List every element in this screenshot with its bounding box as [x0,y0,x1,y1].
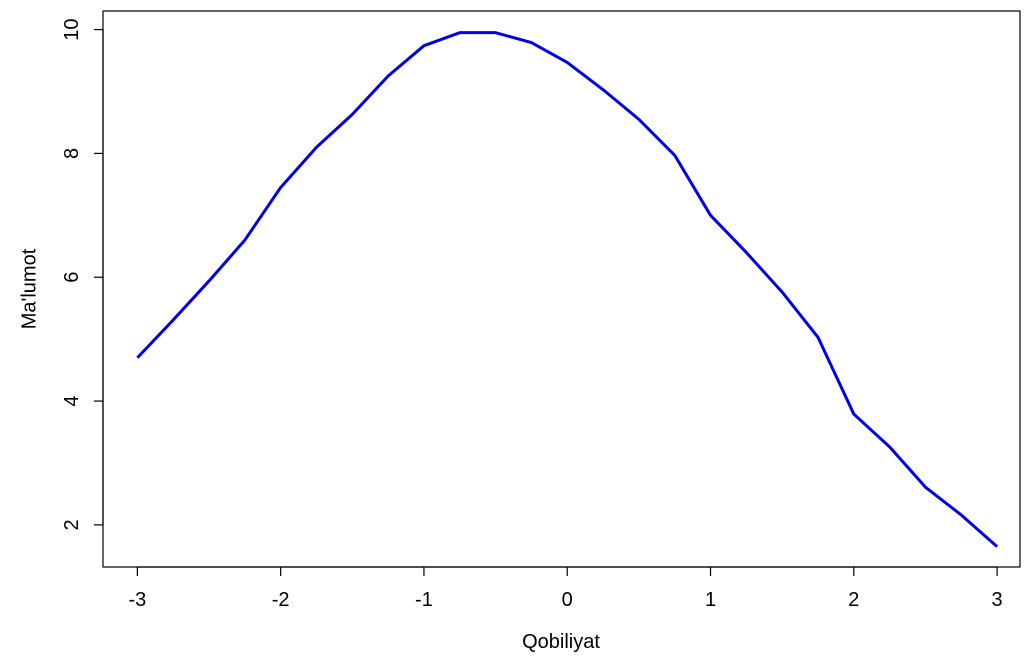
x-axis-label: Qobiliyat [522,631,600,653]
y-tick-label: 4 [61,396,83,407]
line [136,31,999,548]
x-tick-label: 0 [562,589,573,611]
x-tick-label: -1 [415,589,433,611]
x-tick-label: 1 [705,589,716,611]
y-tick-label: 10 [61,18,83,40]
y-axis-label: Ma'lumot [18,248,40,329]
x-tick-label: 3 [992,589,1003,611]
x-tick-label: 2 [848,589,859,611]
y-tick-label: 2 [61,519,83,530]
y-tick-label: 6 [61,272,83,283]
x-tick-label: -3 [128,589,146,611]
plot-box [102,10,1021,568]
y-tick-label: 8 [61,148,83,159]
x-tick-label: -2 [272,589,290,611]
